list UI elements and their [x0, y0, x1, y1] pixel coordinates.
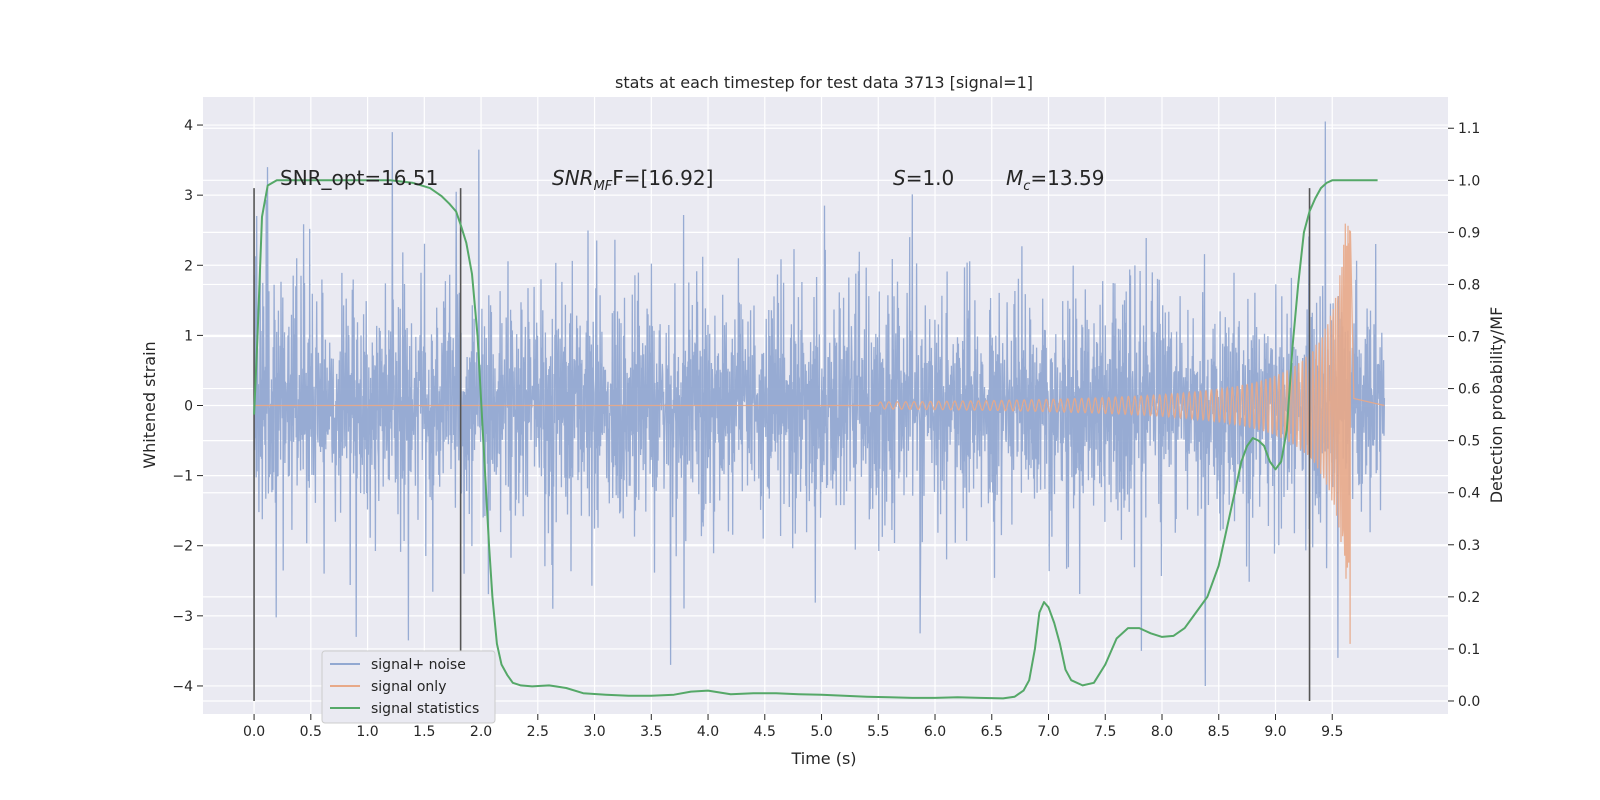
y-axis-ticks: 4 3 2 1 0 −1 −2 −3 −4: [172, 118, 203, 695]
x-tick-label: 3.5: [640, 724, 662, 740]
noise-line: [253, 121, 1386, 687]
statistics-line: [253, 179, 1378, 700]
x-tick-label: 4.5: [754, 724, 776, 740]
y-axis-label: Whitened strain: [140, 341, 159, 468]
legend-label-signal-only: signal only: [371, 679, 446, 695]
y-tick-label: −3: [172, 609, 193, 625]
annotation-s: S=1.0: [893, 166, 954, 190]
annotation-snr-opt: SNR_opt=16.51: [280, 166, 438, 190]
y-tick-label: 0: [184, 399, 193, 415]
y2-axis-label: Detection probability/MF: [1487, 307, 1506, 504]
y2-tick-label: 0.2: [1458, 590, 1480, 606]
x-tick-label: 8.5: [1208, 724, 1230, 740]
signal-only-series: [254, 223, 1385, 644]
y-tick-label: 2: [184, 258, 193, 274]
y-tick-label: 3: [184, 188, 193, 204]
legend: signal+ noise signal only signal statist…: [321, 650, 496, 724]
y2-tick-label: 0.4: [1458, 486, 1480, 502]
x-tick-label: 5.0: [810, 724, 832, 740]
noise-series: [253, 121, 1386, 687]
legend-box: [321, 650, 496, 724]
signal-only-line: [254, 223, 1385, 644]
signal-statistics-series: [253, 179, 1378, 700]
y-tick-label: −2: [172, 539, 193, 555]
x-tick-label: 6.0: [924, 724, 946, 740]
x-tick-label: 4.0: [697, 724, 719, 740]
y2-tick-label: 1.1: [1458, 121, 1480, 137]
y2-tick-label: 1.0: [1458, 173, 1480, 189]
y-tick-label: 4: [184, 118, 193, 134]
x-tick-label: 8.0: [1151, 724, 1173, 740]
legend-label-statistics: signal statistics: [371, 701, 479, 717]
x-tick-label: 6.5: [981, 724, 1003, 740]
x-tick-label: 5.5: [867, 724, 889, 740]
y2-axis-ticks: 1.1 1.0 0.9 0.8 0.7 0.6 0.5 0.4 0.3 0.2 0.1 0.0: [1448, 121, 1480, 710]
y2-tick-label: 0.3: [1458, 538, 1480, 554]
y-tick-label: −4: [172, 679, 193, 695]
x-tick-label: 9.5: [1321, 724, 1343, 740]
y2-tick-label: 0.7: [1458, 330, 1480, 346]
y2-tick-label: 0.1: [1458, 642, 1480, 658]
x-axis-ticks: 0.0 0.5 1.0 1.5 2.0 2.5 3.0 3.5 4.0 4.5 5.0 5.5 6.0 6…: [243, 714, 1343, 740]
x-tick-label: 2.0: [470, 724, 492, 740]
annotation-snr-mf: SNRMFF=[16.92]: [552, 166, 713, 194]
y2-tick-label: 0.8: [1458, 277, 1480, 293]
x-tick-label: 3.0: [583, 724, 605, 740]
legend-label-noise: signal+ noise: [371, 657, 466, 673]
x-tick-label: 7.0: [1037, 724, 1059, 740]
y2-tick-label: 0.6: [1458, 382, 1480, 398]
y2-tick-label: 0.0: [1458, 694, 1480, 710]
y-tick-label: 1: [184, 328, 193, 344]
x-tick-label: 9.0: [1264, 724, 1286, 740]
y2-tick-label: 0.9: [1458, 225, 1480, 241]
x-axis-label: Time (s): [790, 749, 856, 768]
x-tick-label: 1.5: [413, 724, 435, 740]
y2-tick-label: 0.5: [1458, 434, 1480, 450]
x-tick-label: 0.5: [300, 724, 322, 740]
x-tick-label: 1.0: [356, 724, 378, 740]
chart-title: stats at each timestep for test data 371…: [615, 73, 1033, 92]
x-tick-label: 0.0: [243, 724, 265, 740]
annotation-mc: Mc=13.59: [1006, 166, 1104, 194]
vertical-markers: [253, 188, 1311, 701]
y-tick-label: −1: [172, 469, 193, 485]
x-tick-label: 2.5: [527, 724, 549, 740]
x-tick-label: 7.5: [1094, 724, 1116, 740]
